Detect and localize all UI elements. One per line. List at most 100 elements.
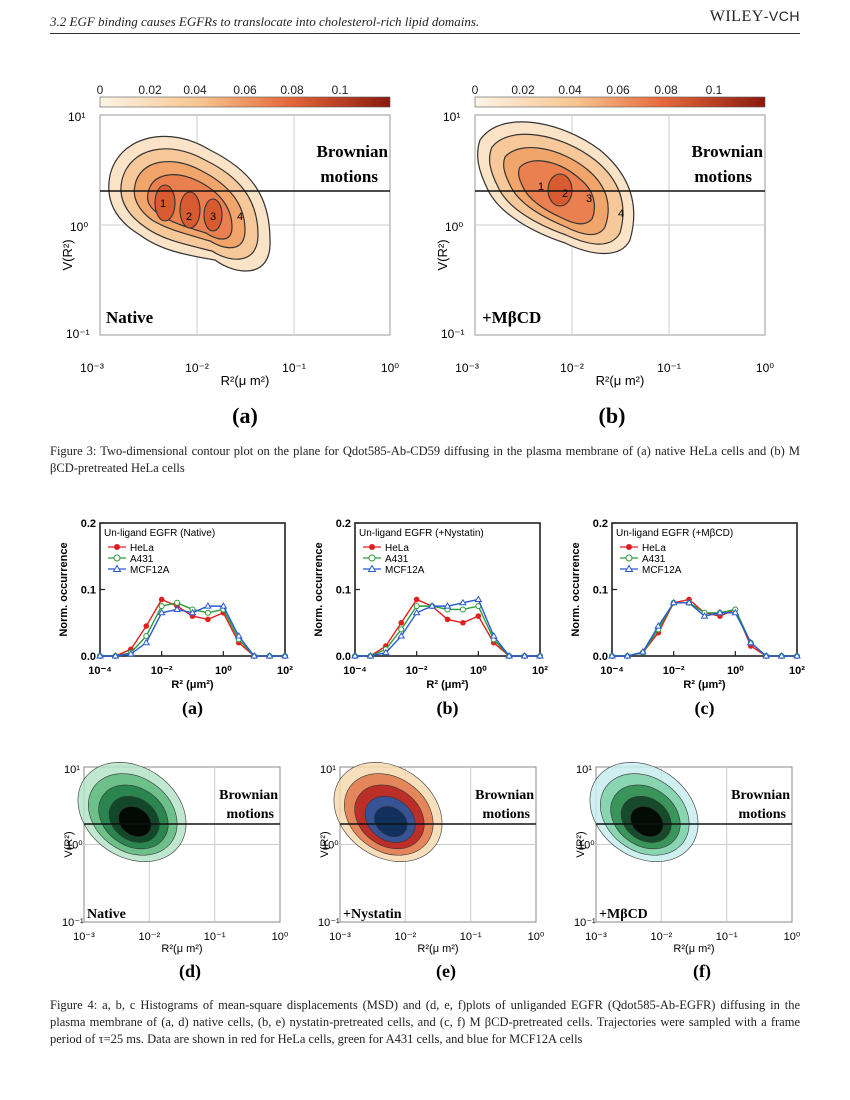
panel-label: (f) xyxy=(693,961,711,982)
x-axis-label: R²(μ m²) xyxy=(161,943,202,955)
data-point xyxy=(608,652,616,659)
x-tick-label: 10⁻² xyxy=(151,665,173,677)
legend-title: Un-ligand EGFR (Native) xyxy=(104,528,215,539)
data-point xyxy=(731,608,740,616)
cb-tick: 0 xyxy=(97,83,104,97)
data-point xyxy=(444,616,451,623)
y-axis-label: V(R²) xyxy=(319,831,331,857)
data-point xyxy=(460,619,466,626)
data-point xyxy=(126,650,135,657)
y-tick-label: 0.0 xyxy=(81,651,96,663)
x-axis-label: R²(μ m²) xyxy=(417,943,458,955)
condition-label: +Nystatin xyxy=(343,907,402,922)
data-point xyxy=(96,652,104,659)
legend-marker xyxy=(626,544,632,550)
data-point xyxy=(474,595,483,602)
x-tick-label: 10² xyxy=(789,665,805,677)
y-tick-label: 0.1 xyxy=(336,585,351,597)
cb-tick: 0.04 xyxy=(183,83,207,97)
data-point xyxy=(762,652,771,659)
data-point xyxy=(205,616,211,623)
histogram-panel: 0.2 0.1 0.0 10⁻⁴ 10⁻² 10⁰ 10² R² (μm²) Norm. occ… xyxy=(570,518,805,719)
cb-tick: 0.1 xyxy=(706,83,723,97)
plot-frame xyxy=(99,522,286,657)
x-tick: 10⁻³ xyxy=(455,361,479,375)
data-point xyxy=(413,603,420,610)
colorbar xyxy=(99,96,391,108)
data-point xyxy=(143,633,150,640)
condition-label: Native xyxy=(87,907,126,922)
data-point xyxy=(397,632,406,639)
cb-tick: 0.02 xyxy=(511,83,535,97)
data-point xyxy=(459,606,466,613)
legend-label: MCF12A xyxy=(385,565,425,576)
y-tick-label: 0.2 xyxy=(593,518,608,530)
data-point xyxy=(536,652,544,659)
data-point xyxy=(204,609,211,616)
colorbar xyxy=(474,96,766,108)
data-point xyxy=(265,652,274,659)
panel-label: (a) xyxy=(232,403,258,428)
data-point xyxy=(366,652,375,659)
peak-label: 3 xyxy=(586,193,592,205)
y-axis-label: Norm. occurrence xyxy=(58,542,70,636)
x-tick-label: 10⁰ xyxy=(470,665,487,677)
y-tick: 10⁻¹ xyxy=(66,327,90,341)
data-point xyxy=(142,638,151,646)
colorbar-ticks: 0 0.02 0.04 0.06 0.08 0.1 xyxy=(472,83,723,97)
section-header: 3.2 EGF binding causes EGFRs to transloc… xyxy=(50,14,480,29)
data-point xyxy=(188,608,197,616)
y-axis-label: V(R²) xyxy=(60,239,75,270)
data-point xyxy=(716,608,724,616)
peak-label: 4 xyxy=(618,208,624,220)
x-tick-label: 10² xyxy=(532,665,548,677)
x-tick: 10⁰ xyxy=(272,931,289,943)
x-tick: 10⁻² xyxy=(185,361,209,375)
legend-label: HeLa xyxy=(130,543,154,554)
cb-tick: 0.06 xyxy=(606,83,630,97)
legend-label: MCF12A xyxy=(130,565,170,576)
contour-panel: Brownian motions Native 10¹ 10⁰ 10⁻¹ 10⁻³ 10⁻² 1… xyxy=(62,762,289,982)
header-rule xyxy=(50,33,800,34)
x-tick: 10⁻² xyxy=(560,361,584,375)
legend-marker xyxy=(367,564,377,572)
y-tick: 10⁰ xyxy=(445,220,463,234)
peak-label: 2 xyxy=(562,188,568,200)
fig3-panel-a: 0 0.02 0.04 0.06 0.08 0.1 1 2 3 4 Browni… xyxy=(60,83,399,428)
data-point xyxy=(638,648,647,655)
brownian-label: motions xyxy=(694,167,752,186)
y-axis-label: Norm. occurrence xyxy=(570,542,582,636)
y-axis-label: V(R²) xyxy=(63,831,75,857)
data-point xyxy=(143,623,150,629)
data-point xyxy=(398,626,405,633)
contour-panel: Brownian motions +Nystatin 10¹ 10⁰ 10⁻¹ 10⁻³ 10… xyxy=(318,762,545,982)
data-point xyxy=(351,652,359,659)
data-point xyxy=(623,652,632,659)
x-tick: 10⁻² xyxy=(138,931,160,943)
x-tick: 10⁻² xyxy=(650,931,672,943)
brownian-label: Brownian xyxy=(731,788,790,803)
data-point xyxy=(443,602,452,609)
y-axis-label: V(R²) xyxy=(575,831,587,857)
data-point xyxy=(428,602,436,609)
x-tick: 10⁻³ xyxy=(329,931,351,943)
histogram-panel: 0.2 0.1 0.0 10⁻⁴ 10⁻² 10⁰ 10² R² (μm²) Norm. occ… xyxy=(313,518,548,719)
data-point xyxy=(204,602,212,609)
figure3-caption: Figure 3: Two-dimensional contour plot o… xyxy=(50,444,800,475)
legend-marker xyxy=(368,554,376,562)
x-tick-label: 10⁻⁴ xyxy=(600,665,623,677)
x-tick: 10⁰ xyxy=(784,931,801,943)
y-tick: 10⁻¹ xyxy=(441,327,465,341)
x-tick: 10⁰ xyxy=(756,361,774,375)
contour-level xyxy=(118,806,152,837)
legend-label: HeLa xyxy=(642,543,666,554)
figure4-histograms: 0.2 0.1 0.0 10⁻⁴ 10⁻² 10⁰ 10² R² (μm²) Norm. occ… xyxy=(58,518,805,719)
y-tick: 10⁰ xyxy=(66,840,83,852)
x-tick: 10⁻¹ xyxy=(204,931,226,943)
data-point xyxy=(793,652,801,659)
legend-marker xyxy=(114,544,120,550)
data-point xyxy=(111,652,120,659)
legend-label: A431 xyxy=(642,554,666,565)
data-point xyxy=(173,605,181,612)
legend-marker xyxy=(112,564,122,572)
